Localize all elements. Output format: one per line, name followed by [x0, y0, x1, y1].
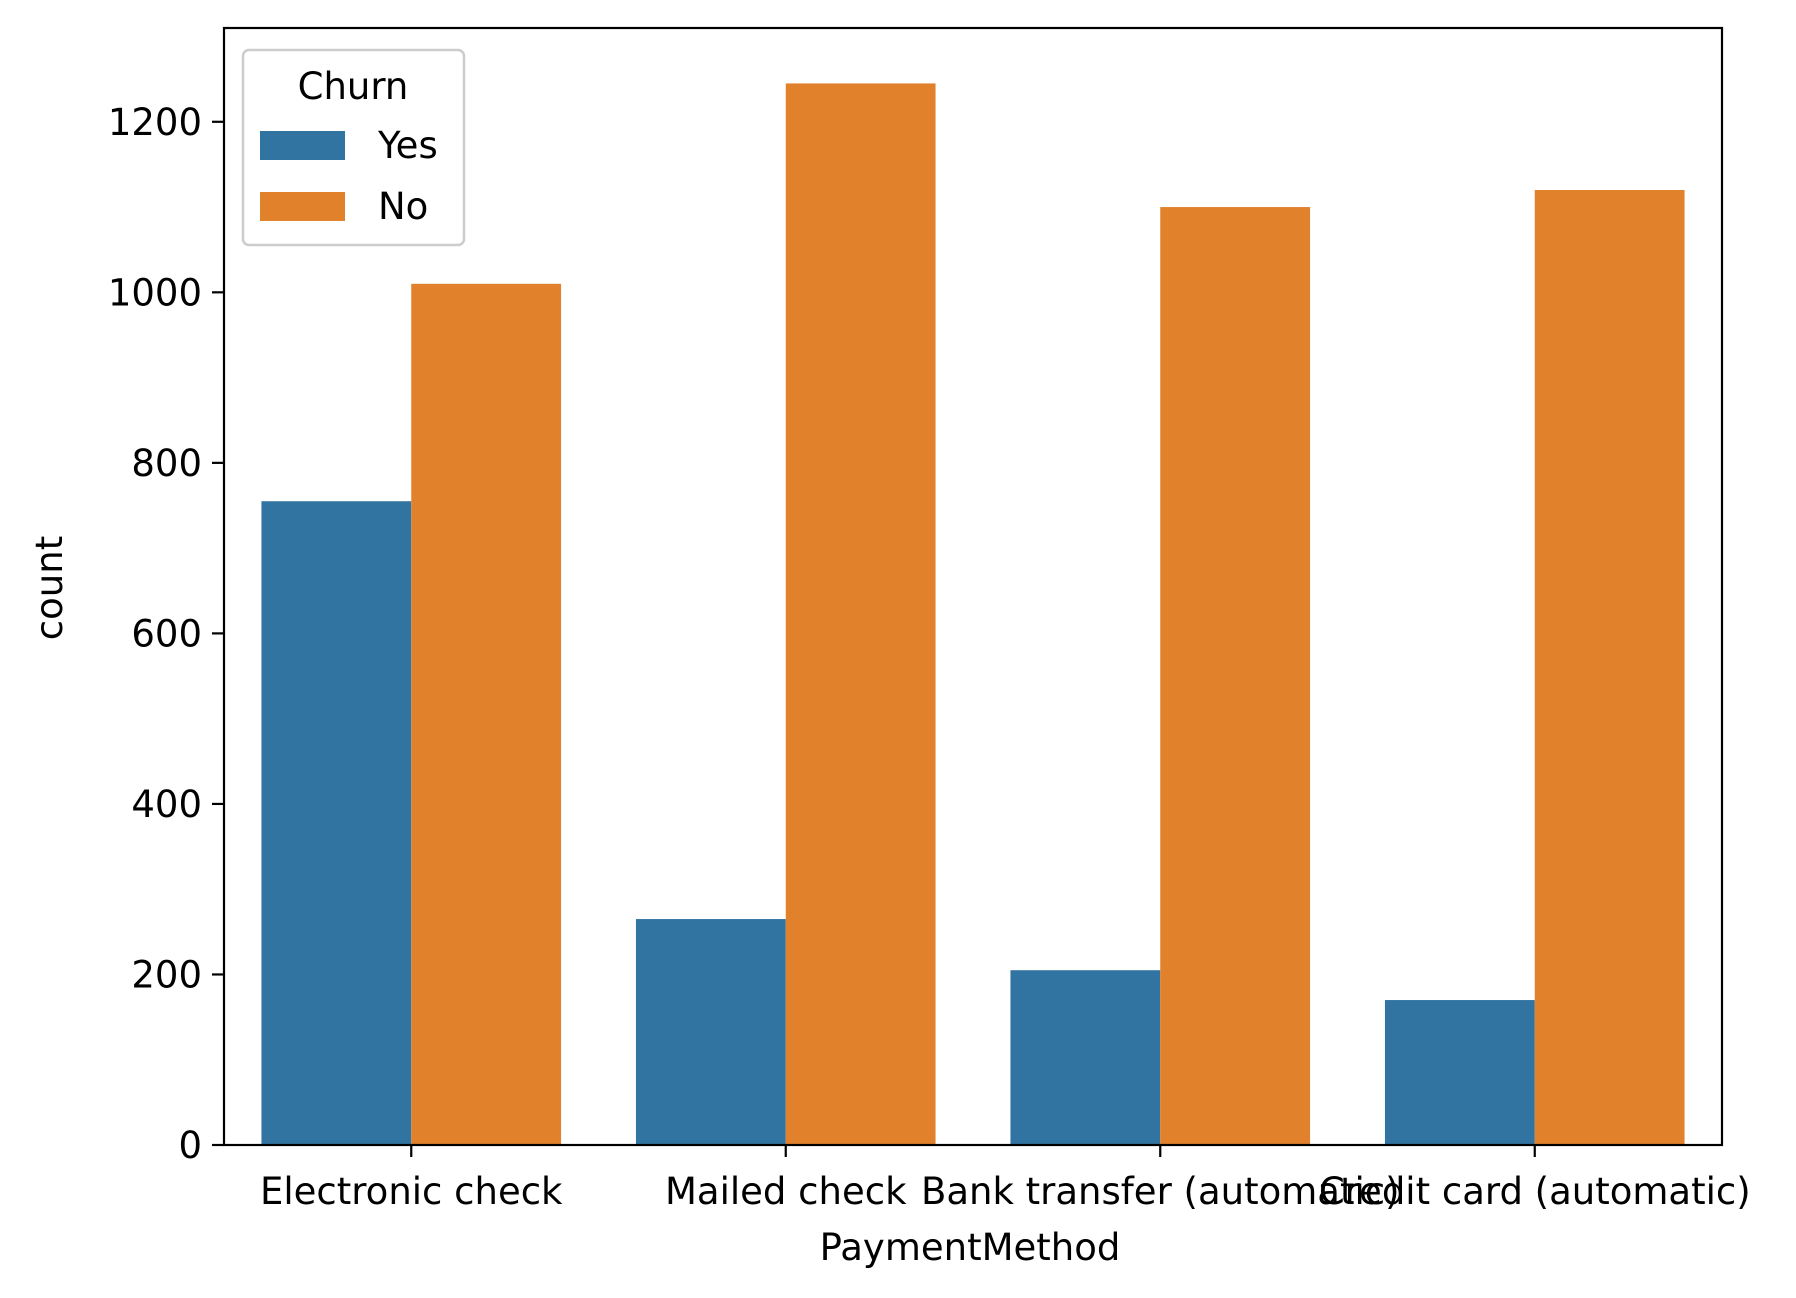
axes-layer: 0 200 400 600 800 1000 1200 Electronic check Mai… — [108, 26, 1751, 1213]
x-axis-label: PaymentMethod — [820, 1226, 1121, 1269]
legend-label-no: No — [378, 185, 428, 228]
y-axis-label: count — [28, 536, 71, 640]
y-tick-label: 800 — [131, 442, 202, 485]
bars-layer — [261, 83, 1685, 1146]
bar-no-1 — [785, 83, 936, 1145]
bar-no-3 — [1534, 190, 1685, 1145]
y-tick-label: 1000 — [108, 271, 202, 314]
bar-yes-1 — [635, 919, 786, 1145]
bar-yes-0 — [261, 501, 412, 1146]
y-tick-label: 0 — [178, 1124, 202, 1167]
bar-yes-2 — [1010, 970, 1161, 1145]
x-tick-label: Mailed check — [665, 1170, 907, 1213]
legend-swatch-yes — [260, 131, 345, 160]
x-tick-label: Credit card (automatic) — [1319, 1170, 1751, 1213]
legend-title: Churn — [298, 65, 409, 108]
legend-swatch-no — [260, 192, 345, 221]
bar-no-2 — [1160, 207, 1311, 1146]
legend: Churn Yes No — [241, 48, 466, 247]
y-tick-label: 1200 — [108, 101, 202, 144]
y-tick-label: 200 — [131, 953, 202, 996]
plot-frame — [222, 26, 1724, 1147]
bar-yes-3 — [1384, 1000, 1535, 1145]
bar-no-0 — [411, 283, 562, 1145]
y-tick-label: 400 — [131, 783, 202, 826]
legend-label-yes: Yes — [377, 124, 438, 167]
y-tick-label: 600 — [131, 612, 202, 655]
x-tick-label: Electronic check — [260, 1170, 563, 1213]
x-tick-label: Bank transfer (automatic) — [921, 1170, 1400, 1213]
